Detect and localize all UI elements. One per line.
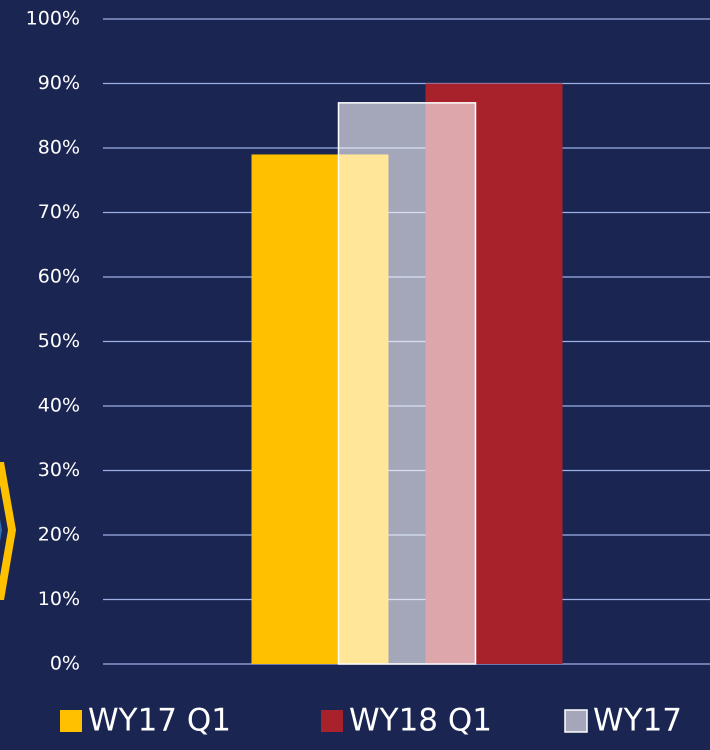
y-tick-label: 70%	[38, 201, 80, 223]
decoration	[0, 485, 8, 577]
legend-label: WY17	[593, 703, 682, 739]
decoration	[0, 462, 16, 600]
bar	[337, 102, 477, 665]
y-tick-label: 50%	[38, 330, 80, 352]
y-tick-label: 40%	[38, 395, 80, 417]
decoration	[0, 519, 2, 542]
legend-swatch	[564, 709, 588, 733]
y-tick-label: 0%	[50, 653, 80, 675]
y-tick-label: 10%	[38, 588, 80, 610]
y-tick-label: 60%	[38, 266, 80, 288]
y-tick-label: 90%	[38, 72, 80, 94]
y-tick-label: 30%	[38, 459, 80, 481]
y-tick-label: 80%	[38, 137, 80, 159]
y-tick-label: 20%	[38, 524, 80, 546]
legend-label: WY17 Q1	[88, 703, 231, 739]
legend-label: WY18 Q1	[349, 703, 492, 739]
y-tick-label: 100%	[26, 8, 80, 30]
legend-swatch	[60, 710, 82, 732]
legend-swatch	[321, 710, 343, 732]
